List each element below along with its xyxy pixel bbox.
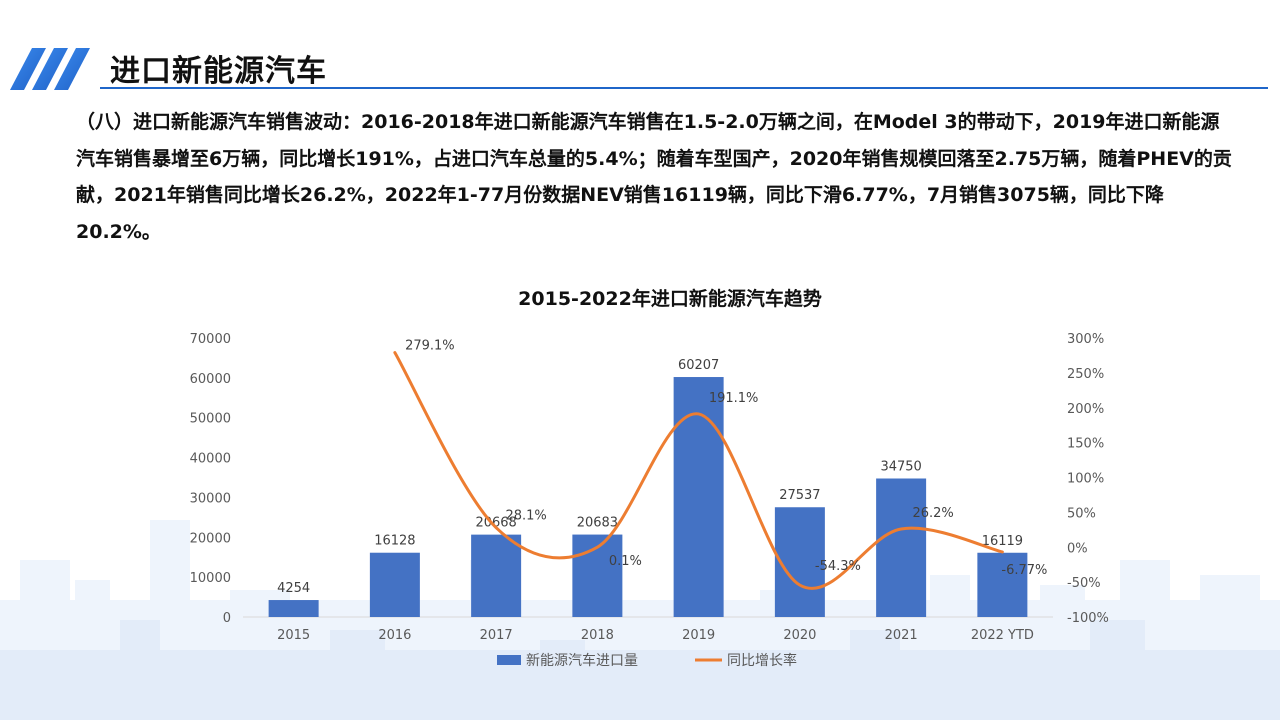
bar-value-label: 27537 <box>779 488 820 503</box>
bar <box>977 552 1028 617</box>
x-tick-label: 2015 <box>277 628 310 643</box>
bar-value-label: 16119 <box>982 534 1023 549</box>
growth-rate-label: -6.77% <box>1001 563 1047 578</box>
bar-value-label: 20668 <box>475 516 516 531</box>
growth-rate-line <box>393 351 1004 590</box>
bar <box>369 552 420 617</box>
y-left-tick-label: 10000 <box>190 571 231 586</box>
bar-value-label: 34750 <box>880 459 921 474</box>
x-tick-label: 2022 YTD <box>971 628 1034 643</box>
summary-paragraph: （八）进口新能源汽车销售波动：2016-2018年进口新能源汽车销售在1.5-2… <box>76 111 1232 243</box>
bar <box>774 507 825 617</box>
legend-line-label: 同比增长率 <box>727 652 797 669</box>
y-right-tick-label: -50% <box>1067 576 1101 591</box>
x-tick-label: 2016 <box>378 628 411 643</box>
y-right-tick-label: 100% <box>1067 472 1104 487</box>
title-underline <box>100 87 1268 89</box>
legend-bar-swatch <box>497 655 521 665</box>
x-tick-label: 2019 <box>682 628 715 643</box>
bar-value-label: 16128 <box>374 534 415 549</box>
x-tick-label: 2017 <box>480 628 513 643</box>
x-tick-label: 2021 <box>885 628 918 643</box>
y-right-tick-label: -100% <box>1067 611 1109 626</box>
bar <box>673 377 724 617</box>
bar-value-label: 4254 <box>277 581 310 596</box>
x-tick-label: 2018 <box>581 628 614 643</box>
page-title: 进口新能源汽车 <box>110 54 327 89</box>
chart-title: 2015-2022年进口新能源汽车趋势 <box>518 288 822 310</box>
y-right-tick-label: 50% <box>1067 506 1096 521</box>
legend-bar-label: 新能源汽车进口量 <box>526 652 638 669</box>
y-right-tick-label: 250% <box>1067 367 1104 382</box>
title-stripes-icon <box>10 48 90 90</box>
y-left-tick-label: 50000 <box>190 412 231 427</box>
y-left-tick-label: 0 <box>223 611 231 626</box>
growth-rate-label: -54.3% <box>815 559 861 574</box>
y-right-tick-label: 150% <box>1067 437 1104 452</box>
bar-value-label: 60207 <box>678 358 719 373</box>
bar-value-label: 20683 <box>577 516 618 531</box>
y-left-tick-label: 20000 <box>190 531 231 546</box>
y-right-tick-label: 200% <box>1067 402 1104 417</box>
growth-rate-label: 28.1% <box>505 509 546 524</box>
y-left-tick-label: 30000 <box>190 491 231 506</box>
x-tick-label: 2020 <box>783 628 816 643</box>
bar <box>876 478 927 617</box>
y-left-tick-label: 60000 <box>190 372 231 387</box>
growth-rate-label: 279.1% <box>405 339 455 354</box>
page-header: 进口新能源汽车 <box>0 40 1280 100</box>
y-right-tick-label: 0% <box>1067 541 1088 556</box>
y-right-tick-label: 300% <box>1067 332 1104 347</box>
growth-rate-label: 0.1% <box>609 554 642 569</box>
bar <box>268 600 319 617</box>
growth-rate-label: 191.1% <box>709 391 759 406</box>
y-left-tick-label: 40000 <box>190 452 231 467</box>
y-left-tick-label: 70000 <box>190 332 231 347</box>
growth-rate-label: 26.2% <box>912 506 953 521</box>
bar <box>471 534 522 617</box>
